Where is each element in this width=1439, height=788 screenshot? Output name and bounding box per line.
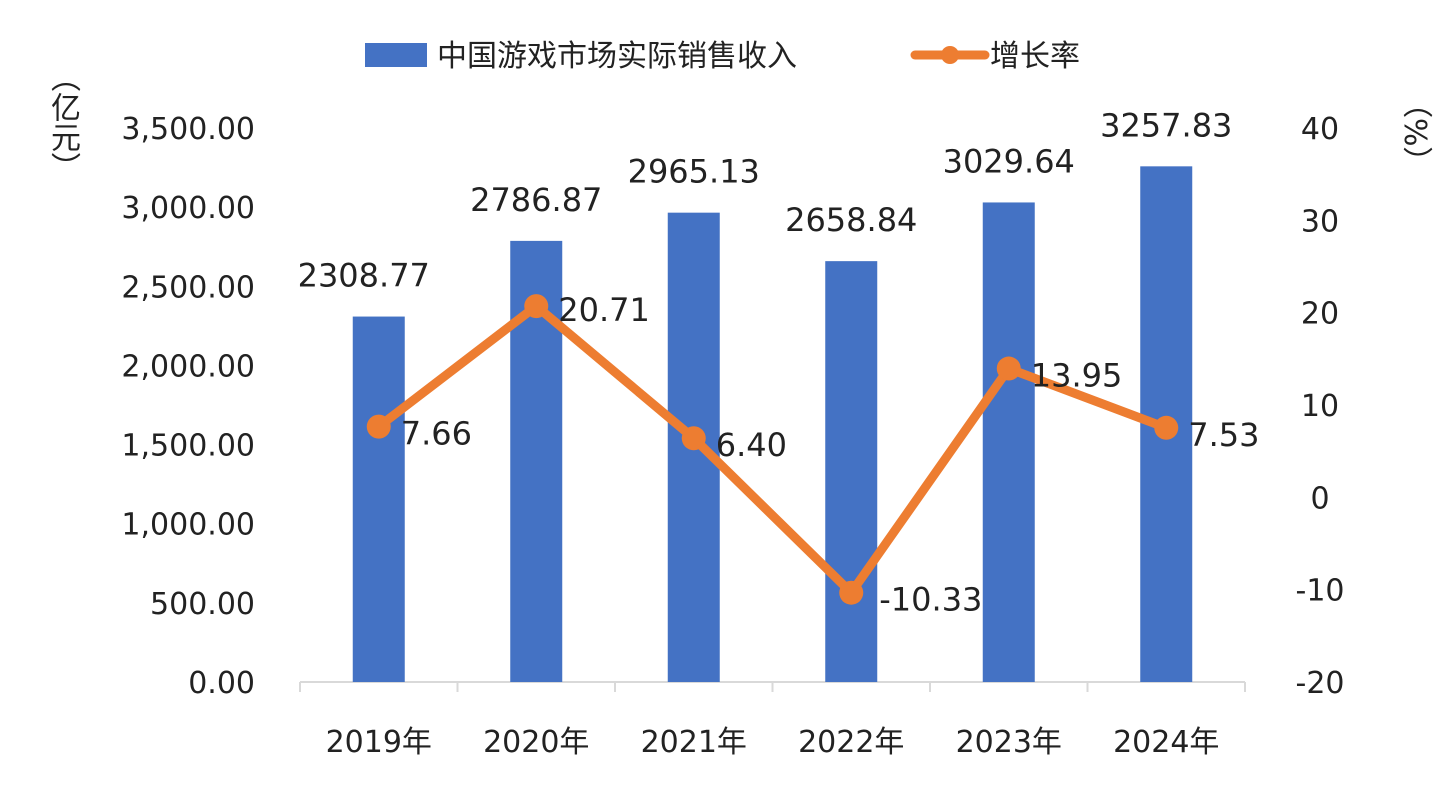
right-y-tick-label: -20: [1296, 666, 1345, 701]
left-y-tick-label: 1,000.00: [121, 508, 255, 543]
bar-value-label: 3029.64: [943, 142, 1075, 180]
x-tick-label: 2020年: [483, 725, 589, 760]
left-y-tick-label: 500.00: [150, 587, 255, 622]
legend-label-growth: 增长率: [990, 39, 1080, 74]
right-y-tick-label: -10: [1296, 574, 1345, 609]
growth-value-label: 6.40: [716, 426, 787, 464]
left-y-tick-label: 0.00: [188, 666, 255, 701]
left-y-tick-label: 2,500.00: [121, 270, 255, 305]
growth-point: [1154, 415, 1179, 440]
left-y-tick-label: 3,000.00: [121, 191, 255, 226]
left-y-tick-label: 3,500.00: [121, 112, 255, 147]
legend-swatch-bar: [365, 43, 427, 67]
growth-value-label: 7.53: [1188, 416, 1259, 454]
left-axis-unit: （亿元）: [45, 62, 80, 182]
right-y-tick-label: 0: [1310, 481, 1329, 516]
growth-value-label: 20.71: [558, 291, 650, 329]
growth-value-label: 7.66: [401, 415, 472, 453]
x-tick-label: 2022年: [798, 725, 904, 760]
x-tick-label: 2023年: [956, 725, 1062, 760]
bar: [352, 316, 405, 682]
right-y-tick-label: 20: [1301, 297, 1339, 332]
x-tick-label: 2019年: [326, 725, 432, 760]
legend: 中国游戏市场实际销售收入 增长率: [365, 39, 1080, 74]
growth-value-label: 13.95: [1031, 357, 1123, 395]
growth-point: [839, 580, 864, 605]
right-y-tick-label: 30: [1301, 204, 1339, 239]
bar-value-label: 3257.83: [1100, 106, 1232, 144]
bar-value-label: 2658.84: [785, 201, 917, 239]
right-y-tick-label: 40: [1301, 112, 1339, 147]
growth-point: [681, 426, 706, 451]
growth-point: [524, 294, 549, 319]
bar: [825, 261, 878, 682]
bar-value-label: 2965.13: [628, 153, 760, 191]
right-y-tick-label: 10: [1301, 389, 1339, 424]
growth-point: [366, 414, 391, 439]
bar-value-label: 2786.87: [470, 181, 602, 219]
legend-swatch-marker: [941, 46, 959, 64]
left-y-tick-label: 2,000.00: [121, 349, 255, 384]
bar: [982, 202, 1035, 682]
growth-point: [996, 356, 1021, 381]
growth-value-label: -10.33: [879, 581, 982, 619]
growth-line: [376, 301, 1168, 598]
right-axis-unit: （%）: [1397, 88, 1432, 177]
x-tick-label: 2024年: [1113, 725, 1219, 760]
left-y-tick-label: 1,500.00: [121, 429, 255, 464]
bar-value-label: 2308.77: [298, 257, 430, 295]
legend-label-revenue: 中国游戏市场实际销售收入: [437, 39, 797, 74]
x-tick-label: 2021年: [641, 725, 747, 760]
